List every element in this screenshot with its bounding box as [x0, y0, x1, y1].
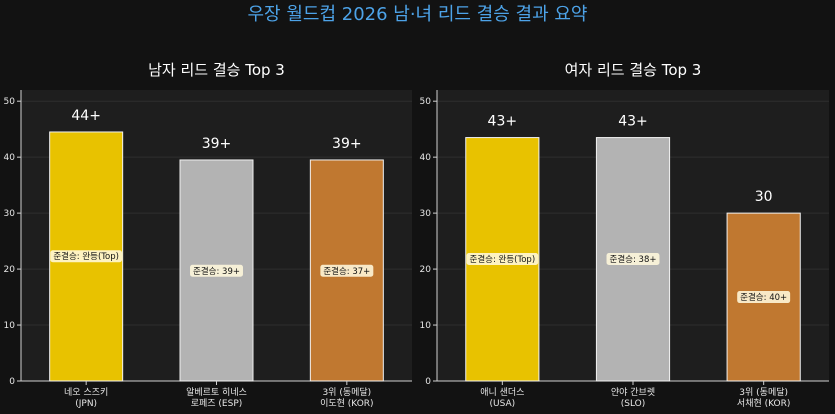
y-tick-label: 10 [420, 321, 432, 331]
x-tick-label: 3위 (동메달) [739, 386, 788, 398]
x-tick-label: 로페즈 (ESP) [191, 398, 243, 409]
y-tick-label: 20 [4, 265, 16, 275]
x-tick-label: 애니 샌더스 [480, 387, 524, 398]
x-tick-label: (SLO) [621, 399, 646, 409]
x-tick-label: 네오 스즈키 [64, 387, 108, 398]
semifinal-label-box [50, 250, 122, 263]
y-tick-label: 30 [420, 209, 432, 219]
value-label: 44+ [71, 108, 101, 124]
chart-1: 0 10 20 30 40 50 남자 리드 결승 Top 3 44+ 준결승: 완등(Top)… [4, 61, 412, 409]
value-label: 43+ [618, 114, 648, 130]
semifinal-label-box [606, 253, 660, 266]
x-tick-label: (JPN) [75, 399, 97, 409]
value-label: 39+ [202, 136, 232, 152]
semifinal-label-box [190, 264, 243, 277]
figure-title: 우장 월드컵 2026 남·녀 리드 결승 결과 요약 [248, 4, 588, 25]
y-tick-label: 0 [9, 377, 15, 387]
y-tick-label: 30 [4, 209, 16, 219]
semifinal-label: 준결승: 37+ [323, 266, 370, 277]
semifinal-label: 준결승: 39+ [193, 266, 240, 277]
x-tick-label: (USA) [490, 399, 516, 409]
y-tick-label: 40 [4, 153, 16, 163]
semifinal-label-box [466, 253, 539, 266]
x-tick-label: 얀야 간브렛 [611, 386, 655, 398]
value-label: 43+ [488, 114, 518, 130]
semifinal-label: 준결승: 38+ [610, 254, 657, 265]
y-tick-label: 10 [4, 321, 16, 331]
semifinal-label-box [737, 291, 791, 304]
semifinal-label: 준결승: 40+ [740, 292, 787, 303]
value-label: 39+ [332, 136, 362, 152]
semifinal-label: 준결승: 완등(Top) [53, 251, 119, 262]
x-tick-label: 서채현 (KOR) [737, 398, 790, 409]
y-tick-label: 0 [425, 377, 431, 387]
x-tick-label: 3위 (동메달) [322, 386, 371, 398]
chart-2: 0 10 20 30 40 50 여자 리드 결승 Top 3 43+ 준결승: 완등(Top)… [420, 61, 829, 409]
y-tick-label: 50 [4, 97, 16, 107]
y-tick-label: 50 [420, 97, 432, 107]
y-tick-label: 40 [420, 153, 432, 163]
y-tick-label: 20 [420, 265, 432, 275]
x-tick-label: 알베르토 히네스 [186, 387, 247, 398]
value-label: 30 [755, 189, 773, 205]
x-tick-label: 이도현 (KOR) [320, 398, 373, 409]
semifinal-label-box [320, 264, 374, 277]
chart-title: 여자 리드 결승 Top 3 [565, 61, 702, 79]
chart-title: 남자 리드 결승 Top 3 [148, 61, 285, 79]
semifinal-label: 준결승: 완등(Top) [470, 254, 536, 265]
